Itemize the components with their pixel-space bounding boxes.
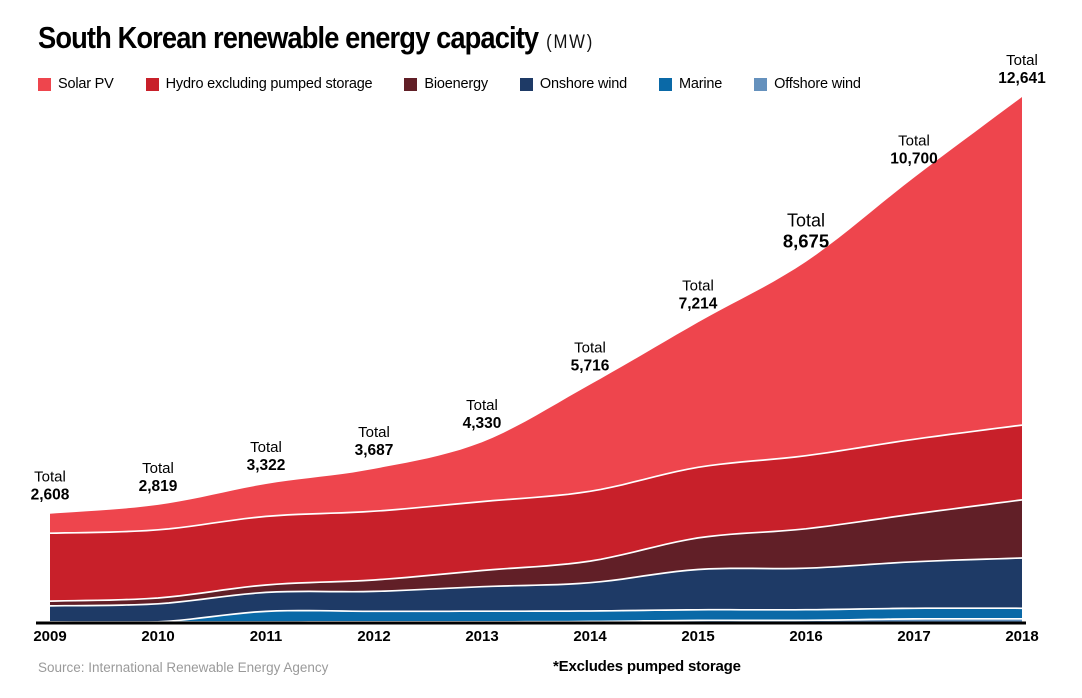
x-axis-line xyxy=(36,621,1026,625)
legend-label: Bioenergy xyxy=(424,76,488,92)
area-band-hydro-excluding-pumped-storage xyxy=(50,425,1022,602)
total-value-2010: 2,819 xyxy=(139,478,178,495)
legend-label: Marine xyxy=(679,76,723,92)
year-label-2018: 2018 xyxy=(1005,628,1038,645)
year-label-2014: 2014 xyxy=(573,628,607,645)
year-label-2012: 2012 xyxy=(357,628,390,645)
legend-item-offshore-wind: Offshore wind xyxy=(754,76,861,92)
legend-swatch-marine xyxy=(659,77,672,91)
total-word-2018: Total xyxy=(1006,52,1038,69)
chart-unit: (MW) xyxy=(546,32,595,53)
total-value-2017: 10,700 xyxy=(890,151,937,168)
total-value-2012: 3,687 xyxy=(355,442,394,459)
legend-swatch-offshore-wind xyxy=(754,77,768,91)
total-word-2009: Total xyxy=(34,469,66,486)
legend-label: Hydro excluding pumped storage xyxy=(165,76,373,92)
total-word-2013: Total xyxy=(466,397,498,414)
year-label-2013: 2013 xyxy=(465,628,498,645)
area-band-onshore-wind xyxy=(50,558,1022,623)
legend-label: Offshore wind xyxy=(774,76,861,92)
total-word-2011: Total xyxy=(250,439,282,456)
year-label-2017: 2017 xyxy=(897,628,930,645)
legend-item-hydro-excluding-pumped-storage: Hydro excluding pumped storage xyxy=(145,76,373,92)
chart-title: South Korean renewable energy capacity xyxy=(38,20,539,55)
year-label-2009: 2009 xyxy=(33,628,66,645)
legend-label: Solar PV xyxy=(58,76,114,92)
legend-item-onshore-wind: Onshore wind xyxy=(519,76,627,92)
band-separator-4 xyxy=(49,424,1023,535)
total-value-2014: 5,716 xyxy=(571,358,610,375)
total-value-2011: 3,322 xyxy=(247,457,286,474)
year-label-2016: 2016 xyxy=(789,628,822,645)
total-word-2015: Total xyxy=(682,277,714,294)
total-word-2012: Total xyxy=(358,424,390,441)
total-word-2016: Total xyxy=(787,211,825,231)
chart-legend: Solar PV Hydro excluding pumped storage Bi… xyxy=(38,76,861,92)
band-separator-1 xyxy=(50,607,1023,624)
band-separator-3 xyxy=(49,499,1023,602)
area-band-marine xyxy=(50,608,1022,623)
total-word-2017: Total xyxy=(898,133,930,150)
legend-swatch-bioenergy xyxy=(404,77,418,91)
area-band-solar-pv xyxy=(50,97,1022,534)
legend-label: Onshore wind xyxy=(539,76,627,92)
year-label-2015: 2015 xyxy=(681,628,714,645)
year-label-2010: 2010 xyxy=(141,628,174,645)
band-separator-2 xyxy=(49,557,1023,607)
legend-item-marine: Marine xyxy=(659,76,722,92)
source-text: Source: International Renewable Energy A… xyxy=(38,660,329,675)
legend-swatch-onshore-wind xyxy=(519,77,533,91)
total-value-2016: 8,675 xyxy=(783,231,829,252)
total-value-2015: 7,214 xyxy=(679,295,718,312)
total-value-2009: 2,608 xyxy=(31,487,70,504)
total-value-2018: 12,641 xyxy=(998,70,1046,87)
legend-swatch-solar-pv xyxy=(38,77,51,91)
total-word-2014: Total xyxy=(574,340,606,357)
legend-item-bioenergy: Bioenergy xyxy=(404,76,488,92)
legend-item-solar-pv: Solar PV xyxy=(38,76,114,92)
page-title: South Korean renewable energy capacity (M… xyxy=(38,20,594,56)
total-word-2010: Total xyxy=(142,460,174,477)
total-value-2013: 4,330 xyxy=(463,415,502,432)
footnote-text: *Excludes pumped storage xyxy=(553,658,741,675)
year-label-2011: 2011 xyxy=(250,628,283,645)
legend-swatch-hydro-excluding-pumped-storage xyxy=(145,77,159,91)
